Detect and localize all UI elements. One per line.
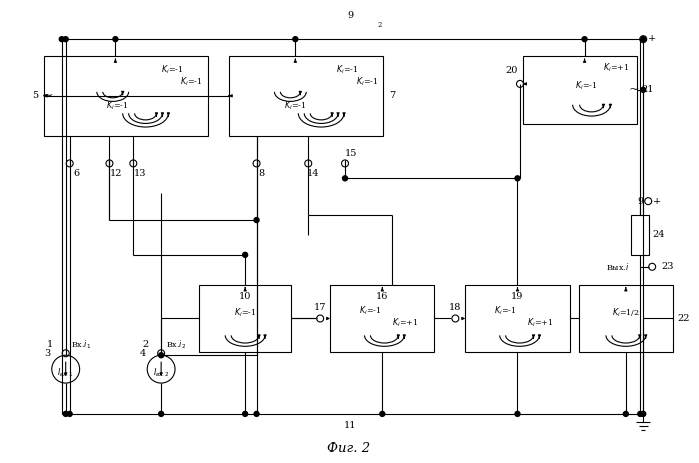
Text: $K_i$=-1: $K_i$=-1	[234, 307, 257, 319]
Circle shape	[637, 412, 642, 416]
Circle shape	[293, 37, 298, 42]
Circle shape	[63, 412, 69, 416]
Circle shape	[641, 37, 646, 42]
Bar	[466, 285, 570, 352]
Bar	[229, 56, 383, 136]
Circle shape	[254, 218, 259, 223]
Text: $K_i$=-1: $K_i$=-1	[493, 304, 516, 317]
Bar	[631, 215, 649, 255]
Text: $K_i$=-1: $K_i$=-1	[575, 80, 597, 92]
Text: $K_i$=-1: $K_i$=-1	[106, 100, 129, 112]
Text: 17: 17	[314, 303, 326, 312]
Text: 4: 4	[140, 349, 146, 358]
Circle shape	[243, 252, 247, 257]
Circle shape	[624, 412, 628, 416]
Circle shape	[343, 176, 347, 181]
Text: 19: 19	[511, 292, 524, 301]
Text: 14: 14	[307, 169, 319, 178]
Text: 9: 9	[637, 197, 643, 206]
Circle shape	[63, 37, 69, 42]
Text: $K_i$=-1: $K_i$=-1	[356, 75, 379, 88]
Text: 20: 20	[505, 67, 518, 75]
Text: +: +	[653, 197, 661, 206]
Bar	[579, 285, 673, 352]
Text: 24: 24	[652, 231, 665, 239]
Text: 2: 2	[377, 21, 382, 29]
Circle shape	[59, 37, 64, 42]
Text: 23: 23	[661, 262, 674, 271]
Text: $K_i$=-1: $K_i$=-1	[359, 304, 381, 317]
Text: $I_{вх.1}$: $I_{вх.1}$	[57, 367, 74, 379]
Text: Фиг. 2: Фиг. 2	[327, 442, 370, 455]
Circle shape	[243, 412, 247, 416]
Text: 21: 21	[641, 85, 654, 94]
Text: 1: 1	[47, 340, 53, 349]
Text: 3: 3	[45, 349, 51, 358]
Text: $K_i$=-1: $K_i$=-1	[161, 64, 183, 76]
Bar	[44, 56, 208, 136]
Circle shape	[159, 353, 164, 358]
Text: Вых.$i$: Вых.$i$	[606, 261, 629, 272]
Text: 13: 13	[134, 169, 147, 178]
Circle shape	[380, 412, 384, 416]
Text: 9: 9	[347, 11, 353, 20]
Circle shape	[641, 88, 646, 92]
Text: 16: 16	[376, 292, 389, 301]
Text: 12: 12	[110, 169, 122, 178]
Text: Вх.$i_1$: Вх.$i_1$	[71, 338, 91, 350]
Circle shape	[582, 37, 587, 42]
Text: 11: 11	[344, 421, 356, 430]
Circle shape	[254, 412, 259, 416]
Text: ~: ~	[42, 89, 54, 103]
Bar	[523, 56, 637, 124]
Circle shape	[641, 412, 646, 416]
Text: 8: 8	[259, 169, 265, 178]
Text: ~: ~	[629, 83, 640, 96]
Circle shape	[67, 412, 72, 416]
Circle shape	[515, 176, 520, 181]
Text: 15: 15	[345, 149, 357, 158]
Text: 10: 10	[239, 292, 252, 301]
Text: $K_i$=-1: $K_i$=-1	[336, 64, 359, 76]
Text: $I_{вх.2}$: $I_{вх.2}$	[152, 367, 170, 379]
Circle shape	[113, 37, 118, 42]
Text: 22: 22	[677, 314, 689, 323]
Text: $K_i$=+1: $K_i$=+1	[527, 316, 554, 329]
Text: 2: 2	[142, 340, 148, 349]
Text: $K_i$=+1: $K_i$=+1	[392, 316, 419, 329]
Text: 18: 18	[449, 303, 461, 312]
Bar	[330, 285, 435, 352]
Circle shape	[159, 412, 164, 416]
Text: 5: 5	[31, 91, 38, 100]
Text: 6: 6	[73, 169, 80, 178]
Text: 7: 7	[389, 91, 395, 100]
Text: $K_i$=-1: $K_i$=-1	[180, 75, 203, 88]
Text: +: +	[648, 34, 656, 43]
Text: $K_i$=1/2: $K_i$=1/2	[612, 307, 640, 319]
Bar	[199, 285, 291, 352]
Text: $K_i$=+1: $K_i$=+1	[603, 62, 630, 74]
Text: $K_i$=-1: $K_i$=-1	[284, 100, 306, 112]
Circle shape	[515, 412, 520, 416]
Text: Вх.$i_2$: Вх.$i_2$	[166, 338, 186, 350]
